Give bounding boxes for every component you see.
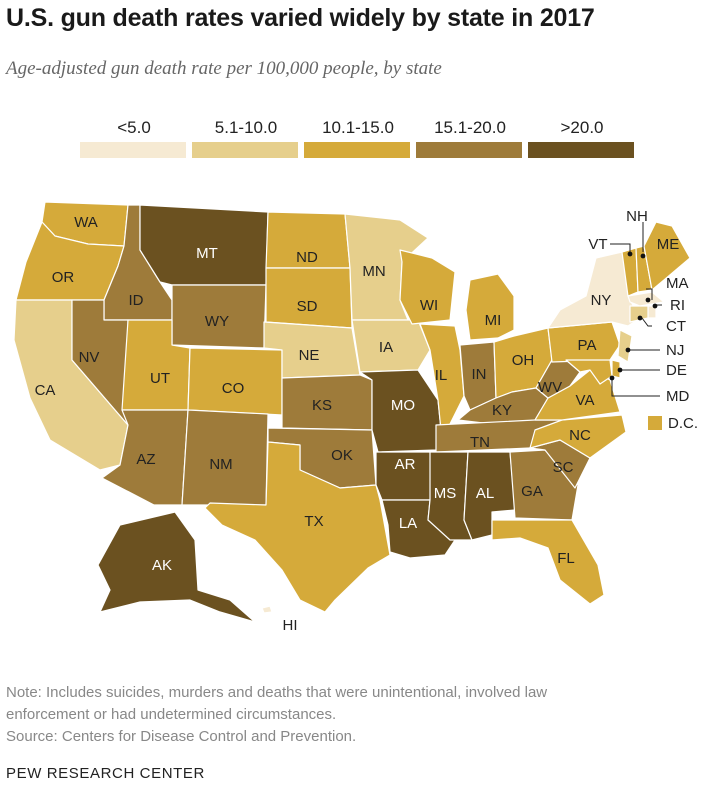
label-IN: IN	[472, 366, 487, 383]
us-state-map: WA OR CA ID NV MT WY UT AZ CO NM ND SD N…	[13, 201, 698, 634]
leader-dots	[609, 251, 658, 381]
label-MT: MT	[196, 245, 218, 262]
state-IA	[351, 319, 431, 373]
label-NC: NC	[569, 427, 591, 444]
label-MA: MA	[666, 275, 689, 292]
state-IL	[419, 323, 465, 441]
page-subtitle: Age-adjusted gun death rate per 100,000 …	[6, 58, 442, 79]
state-MD	[565, 359, 613, 385]
label-NV: NV	[79, 349, 100, 366]
legend-label: >20.0	[560, 118, 604, 137]
label-OH: OH	[512, 352, 535, 369]
state-NJ	[617, 329, 633, 363]
note-line: enforcement or had undetermined circumst…	[6, 706, 337, 723]
label-NJ: NJ	[666, 342, 684, 359]
legend-label: <5.0	[117, 118, 151, 137]
legend-label: 5.1-10.0	[214, 118, 278, 137]
label-NH: NH	[626, 208, 648, 225]
publisher-credit: PEW RESEARCH CENTER	[6, 765, 205, 782]
source-line: Source: Centers for Disease Control and …	[6, 728, 357, 745]
label-KS: KS	[312, 397, 332, 414]
label-GA: GA	[521, 483, 543, 500]
label-NY: NY	[591, 292, 612, 309]
label-AR: AR	[395, 456, 416, 473]
legend-swatch	[80, 142, 186, 158]
label-CA: CA	[35, 382, 56, 399]
label-MO: MO	[391, 397, 415, 414]
state-WI	[399, 249, 456, 325]
label-ME: ME	[657, 236, 680, 253]
label-DC: D.C.	[668, 415, 698, 432]
state-MI	[465, 273, 515, 341]
legend-swatch	[528, 142, 634, 158]
legend-label: 15.1-20.0	[434, 118, 506, 137]
label-PA: PA	[578, 337, 597, 354]
state-AK	[97, 511, 256, 623]
label-DE: DE	[666, 362, 687, 379]
label-ID: ID	[129, 292, 144, 309]
label-IL: IL	[435, 367, 448, 384]
label-UT: UT	[150, 370, 170, 387]
label-VT: VT	[588, 236, 607, 253]
label-IA: IA	[379, 339, 393, 356]
label-NE: NE	[299, 347, 320, 364]
state-CT	[629, 305, 649, 323]
label-SC: SC	[553, 459, 574, 476]
state-HI	[261, 605, 273, 614]
label-WY: WY	[205, 313, 229, 330]
label-WA: WA	[74, 214, 98, 231]
label-CT: CT	[666, 318, 686, 335]
legend-swatch	[304, 142, 410, 158]
label-LA: LA	[399, 515, 417, 532]
state-TX	[204, 441, 391, 613]
label-KY: KY	[492, 402, 512, 419]
state-FL	[491, 519, 605, 605]
label-MS: MS	[434, 485, 457, 502]
label-MD: MD	[666, 388, 689, 405]
label-FL: FL	[557, 550, 575, 567]
label-HI: HI	[283, 617, 298, 634]
label-NM: NM	[209, 456, 232, 473]
legend-swatch	[416, 142, 522, 158]
dc-swatch	[648, 416, 662, 430]
label-WV: WV	[538, 379, 562, 396]
label-ND: ND	[296, 249, 318, 266]
label-MI: MI	[485, 312, 502, 329]
footnote: Note: Includes suicides, murders and dea…	[6, 682, 547, 748]
label-SD: SD	[297, 298, 318, 315]
legend-label: 10.1-15.0	[322, 118, 394, 137]
state-DE	[611, 359, 621, 379]
note-line: Note: Includes suicides, murders and dea…	[6, 684, 548, 701]
label-AZ: AZ	[136, 451, 155, 468]
legend-swatch	[192, 142, 298, 158]
label-WI: WI	[420, 297, 438, 314]
label-RI: RI	[670, 297, 685, 314]
label-VA: VA	[576, 392, 595, 409]
label-OK: OK	[331, 447, 353, 464]
label-AL: AL	[476, 485, 494, 502]
label-TX: TX	[304, 513, 323, 530]
label-AK: AK	[152, 557, 172, 574]
page-title: U.S. gun death rates varied widely by st…	[6, 4, 595, 32]
label-CO: CO	[222, 380, 245, 397]
label-OR: OR	[52, 269, 75, 286]
label-MN: MN	[362, 263, 385, 280]
label-TN: TN	[470, 434, 490, 451]
